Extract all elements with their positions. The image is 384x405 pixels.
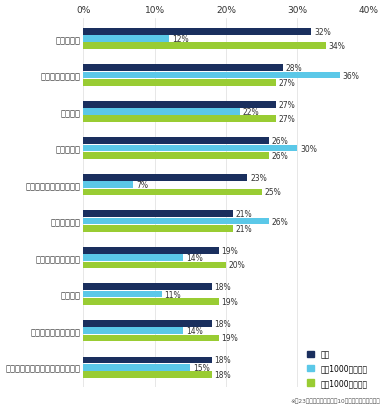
- Text: 26%: 26%: [271, 137, 288, 146]
- Text: ※全23項目中、上記トップ10入りしたもののみ掛載: ※全23項目中、上記トップ10入りしたもののみ掛載: [290, 397, 380, 403]
- Bar: [83, 153, 269, 159]
- Text: 15%: 15%: [193, 363, 210, 372]
- Bar: [83, 255, 183, 261]
- Bar: [83, 226, 233, 232]
- Bar: [83, 364, 190, 371]
- Bar: [83, 262, 226, 269]
- Bar: [83, 320, 212, 327]
- Bar: [83, 247, 219, 254]
- Text: 14%: 14%: [186, 254, 203, 262]
- Text: 27%: 27%: [279, 79, 295, 87]
- Text: 21%: 21%: [236, 210, 253, 219]
- Text: 22%: 22%: [243, 108, 260, 117]
- Bar: [83, 284, 212, 290]
- Bar: [83, 116, 276, 123]
- Bar: [83, 175, 247, 181]
- Bar: [83, 43, 326, 50]
- Bar: [83, 371, 212, 378]
- Text: 30%: 30%: [300, 144, 317, 153]
- Text: 18%: 18%: [215, 356, 231, 364]
- Bar: [83, 189, 262, 196]
- Bar: [83, 328, 183, 334]
- Text: 18%: 18%: [215, 319, 231, 328]
- Text: 19%: 19%: [222, 334, 238, 343]
- Text: 23%: 23%: [250, 173, 267, 182]
- Bar: [83, 138, 269, 145]
- Text: 21%: 21%: [236, 224, 253, 233]
- Text: 27%: 27%: [279, 115, 295, 124]
- Text: 14%: 14%: [186, 326, 203, 335]
- Bar: [83, 65, 283, 72]
- Bar: [83, 291, 162, 298]
- Text: 26%: 26%: [271, 151, 288, 160]
- Bar: [83, 182, 133, 188]
- Bar: [83, 80, 276, 87]
- Text: 18%: 18%: [215, 283, 231, 292]
- Text: 19%: 19%: [222, 297, 238, 306]
- Text: 7%: 7%: [136, 181, 148, 190]
- Bar: [83, 218, 269, 225]
- Text: 19%: 19%: [222, 246, 238, 255]
- Text: 34%: 34%: [329, 42, 345, 51]
- Bar: [83, 335, 219, 341]
- Text: 27%: 27%: [279, 100, 295, 109]
- Bar: [83, 211, 233, 217]
- Text: 12%: 12%: [172, 35, 188, 44]
- Text: 36%: 36%: [343, 71, 360, 80]
- Text: 25%: 25%: [264, 188, 281, 197]
- Text: 28%: 28%: [286, 64, 302, 73]
- Bar: [83, 109, 240, 115]
- Text: 32%: 32%: [314, 28, 331, 36]
- Bar: [83, 298, 219, 305]
- Legend: 全体, 年収1000万円以上, 年収1000万円未満: 全体, 年収1000万円以上, 年収1000万円未満: [306, 350, 367, 387]
- Bar: [83, 102, 276, 108]
- Bar: [83, 357, 212, 363]
- Bar: [83, 72, 340, 79]
- Text: 11%: 11%: [165, 290, 181, 299]
- Bar: [83, 29, 311, 36]
- Bar: [83, 36, 169, 43]
- Text: 18%: 18%: [215, 370, 231, 379]
- Bar: [83, 145, 297, 152]
- Text: 26%: 26%: [271, 217, 288, 226]
- Text: 20%: 20%: [229, 261, 245, 270]
